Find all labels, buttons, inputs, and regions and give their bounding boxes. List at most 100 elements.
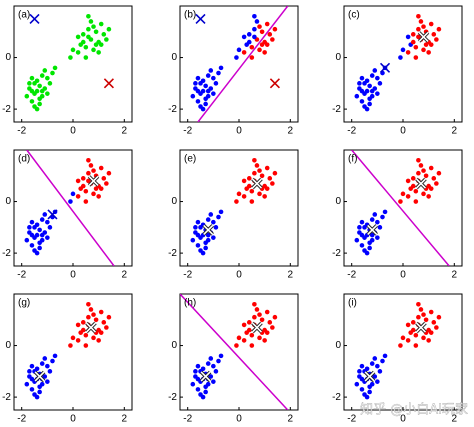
data-point — [88, 19, 94, 24]
data-point — [413, 332, 419, 338]
data-point — [431, 32, 437, 37]
data-point — [193, 225, 198, 230]
data-point — [405, 338, 411, 343]
x-tick-label: 2 — [122, 126, 128, 137]
data-point — [88, 307, 94, 312]
plot-area — [24, 302, 112, 400]
data-point — [249, 343, 255, 348]
data-point — [83, 44, 89, 50]
data-point — [42, 68, 48, 73]
data-point — [262, 194, 267, 199]
data-point — [421, 335, 426, 341]
data-point — [249, 55, 255, 60]
centroid-cross — [203, 224, 214, 235]
plot-area — [24, 150, 115, 266]
data-point — [416, 314, 421, 320]
data-point — [416, 158, 421, 163]
data-point — [211, 235, 216, 240]
data-point — [428, 21, 434, 27]
centroid-cross — [364, 371, 375, 382]
data-point — [410, 183, 416, 189]
data-point — [428, 330, 434, 335]
data-point — [195, 75, 201, 81]
data-point — [50, 358, 55, 364]
data-point — [193, 81, 198, 86]
data-point — [421, 191, 426, 197]
data-point — [413, 44, 419, 50]
data-point — [249, 199, 255, 204]
data-point — [369, 73, 375, 78]
centroid-cross — [251, 322, 263, 333]
data-point — [96, 50, 101, 55]
data-point — [29, 88, 35, 94]
data-point — [405, 50, 411, 55]
data-point — [200, 88, 206, 94]
data-point — [104, 37, 109, 42]
data-point — [37, 384, 42, 390]
data-point — [91, 168, 96, 173]
data-point — [70, 191, 76, 197]
x-tick-label: 0 — [70, 270, 76, 281]
y-tick-label: 0 — [171, 196, 177, 207]
centroid — [87, 175, 100, 187]
data-point — [104, 181, 109, 186]
data-point — [24, 381, 30, 387]
data-point — [416, 26, 421, 32]
data-point — [195, 99, 201, 104]
data-point — [213, 369, 219, 374]
data-point — [416, 302, 421, 307]
data-point — [241, 194, 247, 199]
data-point — [418, 19, 424, 24]
data-point — [246, 176, 252, 181]
data-point — [426, 338, 431, 343]
data-point — [29, 219, 35, 225]
y-tick-label: 0 — [335, 52, 341, 63]
data-point — [428, 186, 434, 191]
data-point — [416, 34, 421, 40]
data-point — [372, 212, 378, 217]
centroid — [415, 177, 427, 190]
data-point — [83, 188, 89, 194]
data-point — [398, 55, 403, 60]
data-point — [357, 369, 362, 374]
data-point — [203, 83, 208, 89]
centroid-cross — [251, 178, 263, 189]
data-point — [98, 186, 104, 191]
y-tick-label: 0 — [171, 340, 177, 351]
data-point — [203, 245, 208, 251]
data-point — [216, 358, 221, 364]
data-point — [101, 320, 107, 325]
centroid-cross — [34, 371, 45, 382]
y-tick-label: 0 — [335, 340, 341, 351]
data-point — [375, 91, 380, 96]
data-point — [208, 68, 214, 73]
data-point — [405, 178, 411, 184]
y-tick-label: -2 — [332, 248, 341, 259]
data-point — [252, 302, 257, 307]
x-tick-label: 2 — [452, 414, 458, 425]
data-point — [70, 335, 76, 341]
plot-area — [24, 13, 114, 112]
data-point — [264, 309, 270, 315]
data-point — [434, 37, 439, 42]
decision-boundary — [180, 294, 289, 410]
data-point — [29, 243, 35, 248]
panel-label: (e) — [184, 154, 196, 165]
data-point — [211, 75, 216, 81]
y-tick-label: -2 — [168, 392, 177, 403]
x-tick-label: 2 — [288, 270, 294, 281]
data-point — [101, 176, 107, 181]
data-point — [413, 188, 419, 194]
x-tick-label: 0 — [236, 270, 242, 281]
data-point — [88, 163, 94, 168]
data-point — [257, 24, 262, 29]
data-point — [359, 243, 365, 248]
x-tick-label: -2 — [17, 414, 26, 425]
plot-area — [190, 6, 289, 122]
centroid — [29, 13, 40, 24]
data-point — [195, 232, 201, 238]
data-point — [259, 173, 265, 179]
x-tick-label: -2 — [347, 126, 356, 137]
data-point — [377, 81, 383, 86]
data-point — [362, 225, 367, 230]
